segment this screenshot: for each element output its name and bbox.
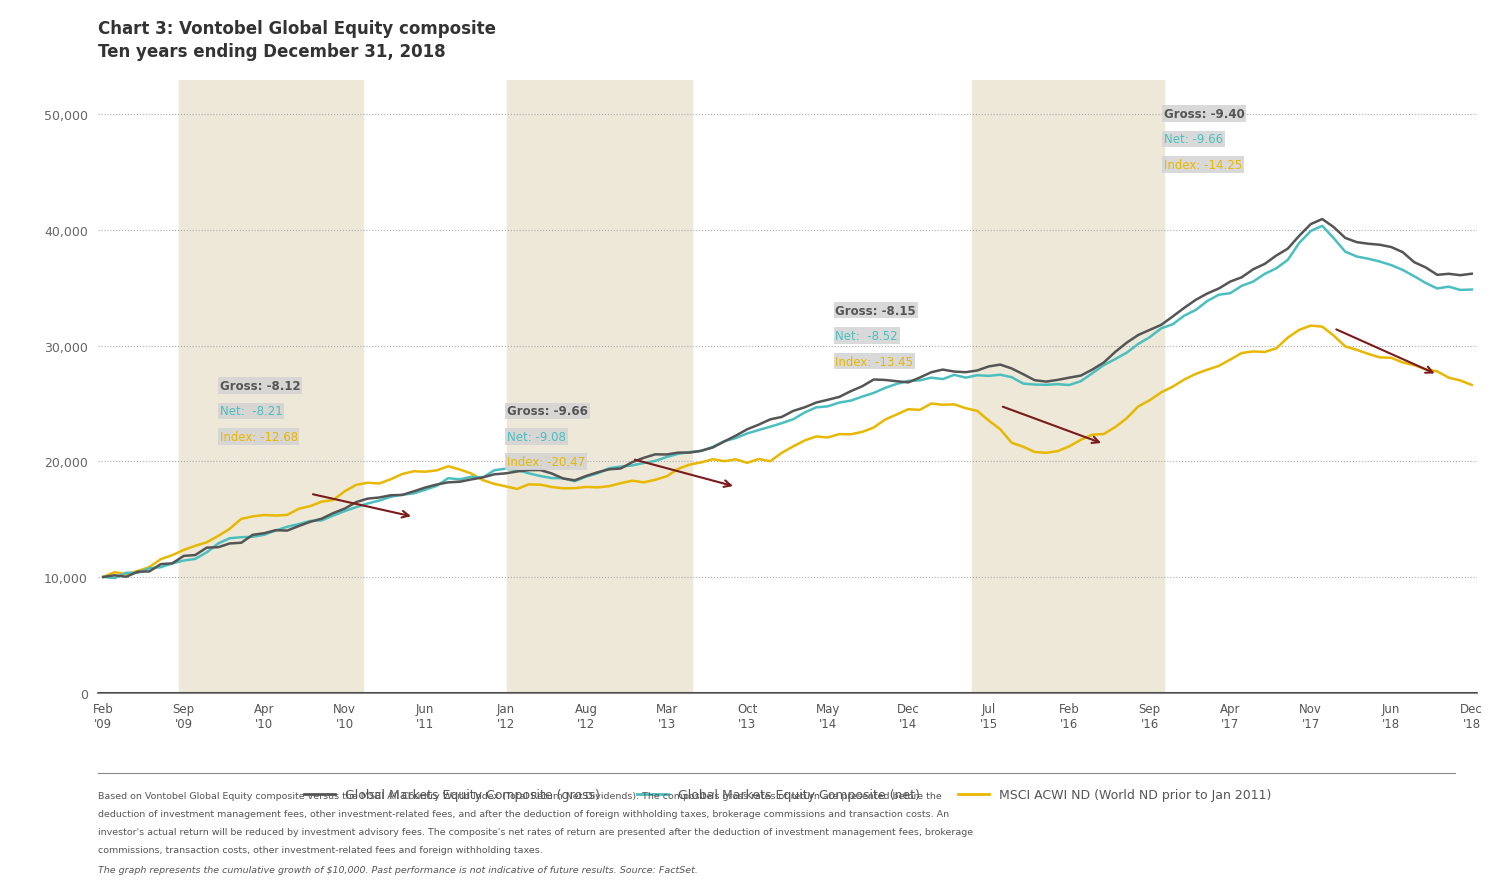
Text: Index: -14.25: Index: -14.25 <box>1164 159 1242 172</box>
Text: investor's actual return will be reduced by investment advisory fees. The compos: investor's actual return will be reduced… <box>98 827 972 836</box>
Text: The graph represents the cumulative growth of $10,000. Past performance is not i: The graph represents the cumulative grow… <box>98 865 698 874</box>
Text: Net: -9.66: Net: -9.66 <box>1164 133 1222 147</box>
Text: Chart 3: Vontobel Global Equity composite: Chart 3: Vontobel Global Equity composit… <box>98 20 495 38</box>
Text: Based on Vontobel Global Equity composite versus the MSCI All Country World Inde: Based on Vontobel Global Equity composit… <box>98 791 942 800</box>
Text: Index: -12.68: Index: -12.68 <box>219 430 297 443</box>
Legend: Global Markets Equity Composite (gross), Global Markets Equity Composite (net), : Global Markets Equity Composite (gross),… <box>298 783 1276 806</box>
Text: Index: -20.47: Index: -20.47 <box>507 456 585 468</box>
Text: Net: -9.08: Net: -9.08 <box>507 430 566 443</box>
Text: commissions, transaction costs, other investment-related fees and foreign withho: commissions, transaction costs, other in… <box>98 845 543 854</box>
Text: Gross: -8.15: Gross: -8.15 <box>836 304 916 317</box>
Text: deduction of investment management fees, other investment-related fees, and afte: deduction of investment management fees,… <box>98 809 948 818</box>
Text: Gross: -9.66: Gross: -9.66 <box>507 405 588 417</box>
Text: Net:  -8.21: Net: -8.21 <box>219 405 282 417</box>
Text: Ten years ending December 31, 2018: Ten years ending December 31, 2018 <box>98 43 446 61</box>
Bar <box>972 80 1164 693</box>
Text: Gross: -8.12: Gross: -8.12 <box>219 379 300 392</box>
Text: Net:  -8.52: Net: -8.52 <box>836 330 898 342</box>
Text: Index: -13.45: Index: -13.45 <box>836 355 914 368</box>
Bar <box>507 80 692 693</box>
Bar <box>178 80 363 693</box>
Text: Gross: -9.40: Gross: -9.40 <box>1164 108 1245 121</box>
